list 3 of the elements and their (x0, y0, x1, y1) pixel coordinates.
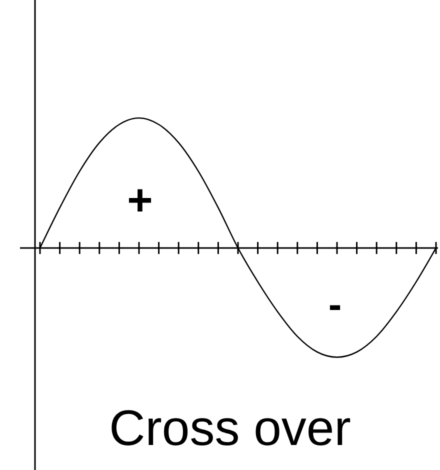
text: Cross over (109, 400, 351, 456)
annotation: + (127, 176, 153, 225)
annotation: - (328, 283, 342, 327)
